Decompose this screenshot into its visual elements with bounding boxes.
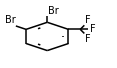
Text: F: F	[85, 34, 91, 44]
Text: F: F	[90, 24, 95, 34]
Text: Br: Br	[5, 15, 15, 25]
Text: F: F	[85, 15, 91, 25]
Text: Br: Br	[48, 6, 58, 16]
